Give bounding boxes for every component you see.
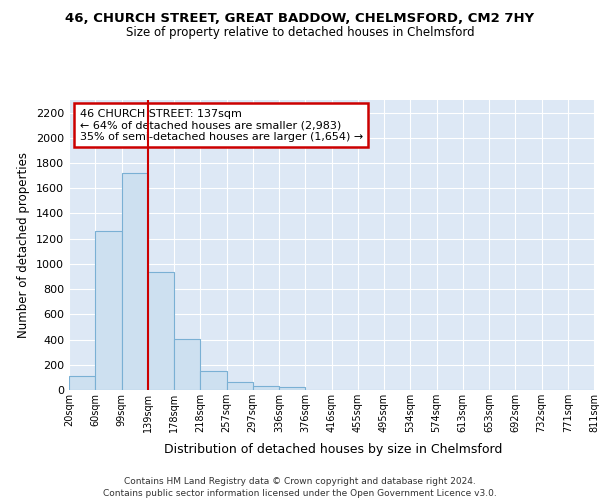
Bar	[227, 382, 253, 390]
Text: Contains public sector information licensed under the Open Government Licence v3: Contains public sector information licen…	[103, 489, 497, 498]
Bar	[95, 230, 121, 390]
Text: Contains HM Land Registry data © Crown copyright and database right 2024.: Contains HM Land Registry data © Crown c…	[124, 478, 476, 486]
Text: Distribution of detached houses by size in Chelmsford: Distribution of detached houses by size …	[164, 442, 502, 456]
Text: 46 CHURCH STREET: 137sqm
← 64% of detached houses are smaller (2,983)
35% of sem: 46 CHURCH STREET: 137sqm ← 64% of detach…	[79, 108, 363, 142]
Bar	[148, 272, 174, 390]
Text: 46, CHURCH STREET, GREAT BADDOW, CHELMSFORD, CM2 7HY: 46, CHURCH STREET, GREAT BADDOW, CHELMSF…	[65, 12, 535, 26]
Bar	[253, 386, 279, 390]
Bar	[121, 173, 148, 390]
Text: Size of property relative to detached houses in Chelmsford: Size of property relative to detached ho…	[125, 26, 475, 39]
Bar	[69, 376, 95, 390]
Bar	[174, 339, 200, 390]
Y-axis label: Number of detached properties: Number of detached properties	[17, 152, 31, 338]
Bar	[279, 387, 305, 390]
Bar	[200, 371, 227, 390]
